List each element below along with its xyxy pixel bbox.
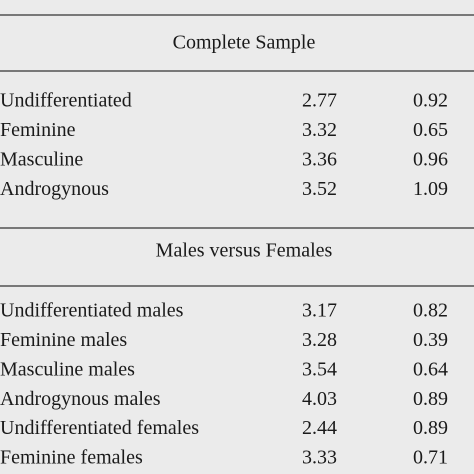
sd: 0.92 [413,90,448,112]
row-label: Masculine [0,148,83,170]
row-label: Masculine males [0,358,135,380]
row-label: Feminine females [0,447,143,469]
section-title: Complete Sample [173,32,316,54]
mean: 2.77 [302,90,337,112]
row-label: Feminine [0,119,76,141]
row-label: Undifferentiated females [0,417,199,439]
sd: 0.89 [413,417,448,439]
row-label: Feminine males [0,329,127,351]
sd: 0.82 [413,300,448,322]
mean: 3.28 [302,329,337,351]
sd: 0.64 [413,358,448,380]
section-title: Males versus Females [156,240,333,262]
mean: 4.03 [302,388,337,410]
mean: 3.36 [302,148,337,170]
row-label: Androgynous males [0,388,161,410]
row-label: Undifferentiated [0,90,132,112]
sd: 0.89 [413,388,448,410]
sd: 0.71 [413,447,448,469]
sd: 0.65 [413,119,448,141]
row-label: Undifferentiated males [0,300,184,322]
mean: 3.33 [302,447,337,469]
sd: 1.09 [413,178,448,200]
row-label: Androgynous [0,178,109,200]
mean: 3.17 [302,300,337,322]
sd: 0.96 [413,148,448,170]
mean: 3.54 [302,358,337,380]
mean: 2.44 [302,417,337,439]
mean: 3.32 [302,119,337,141]
sd: 0.39 [413,329,448,351]
mean: 3.52 [302,178,337,200]
